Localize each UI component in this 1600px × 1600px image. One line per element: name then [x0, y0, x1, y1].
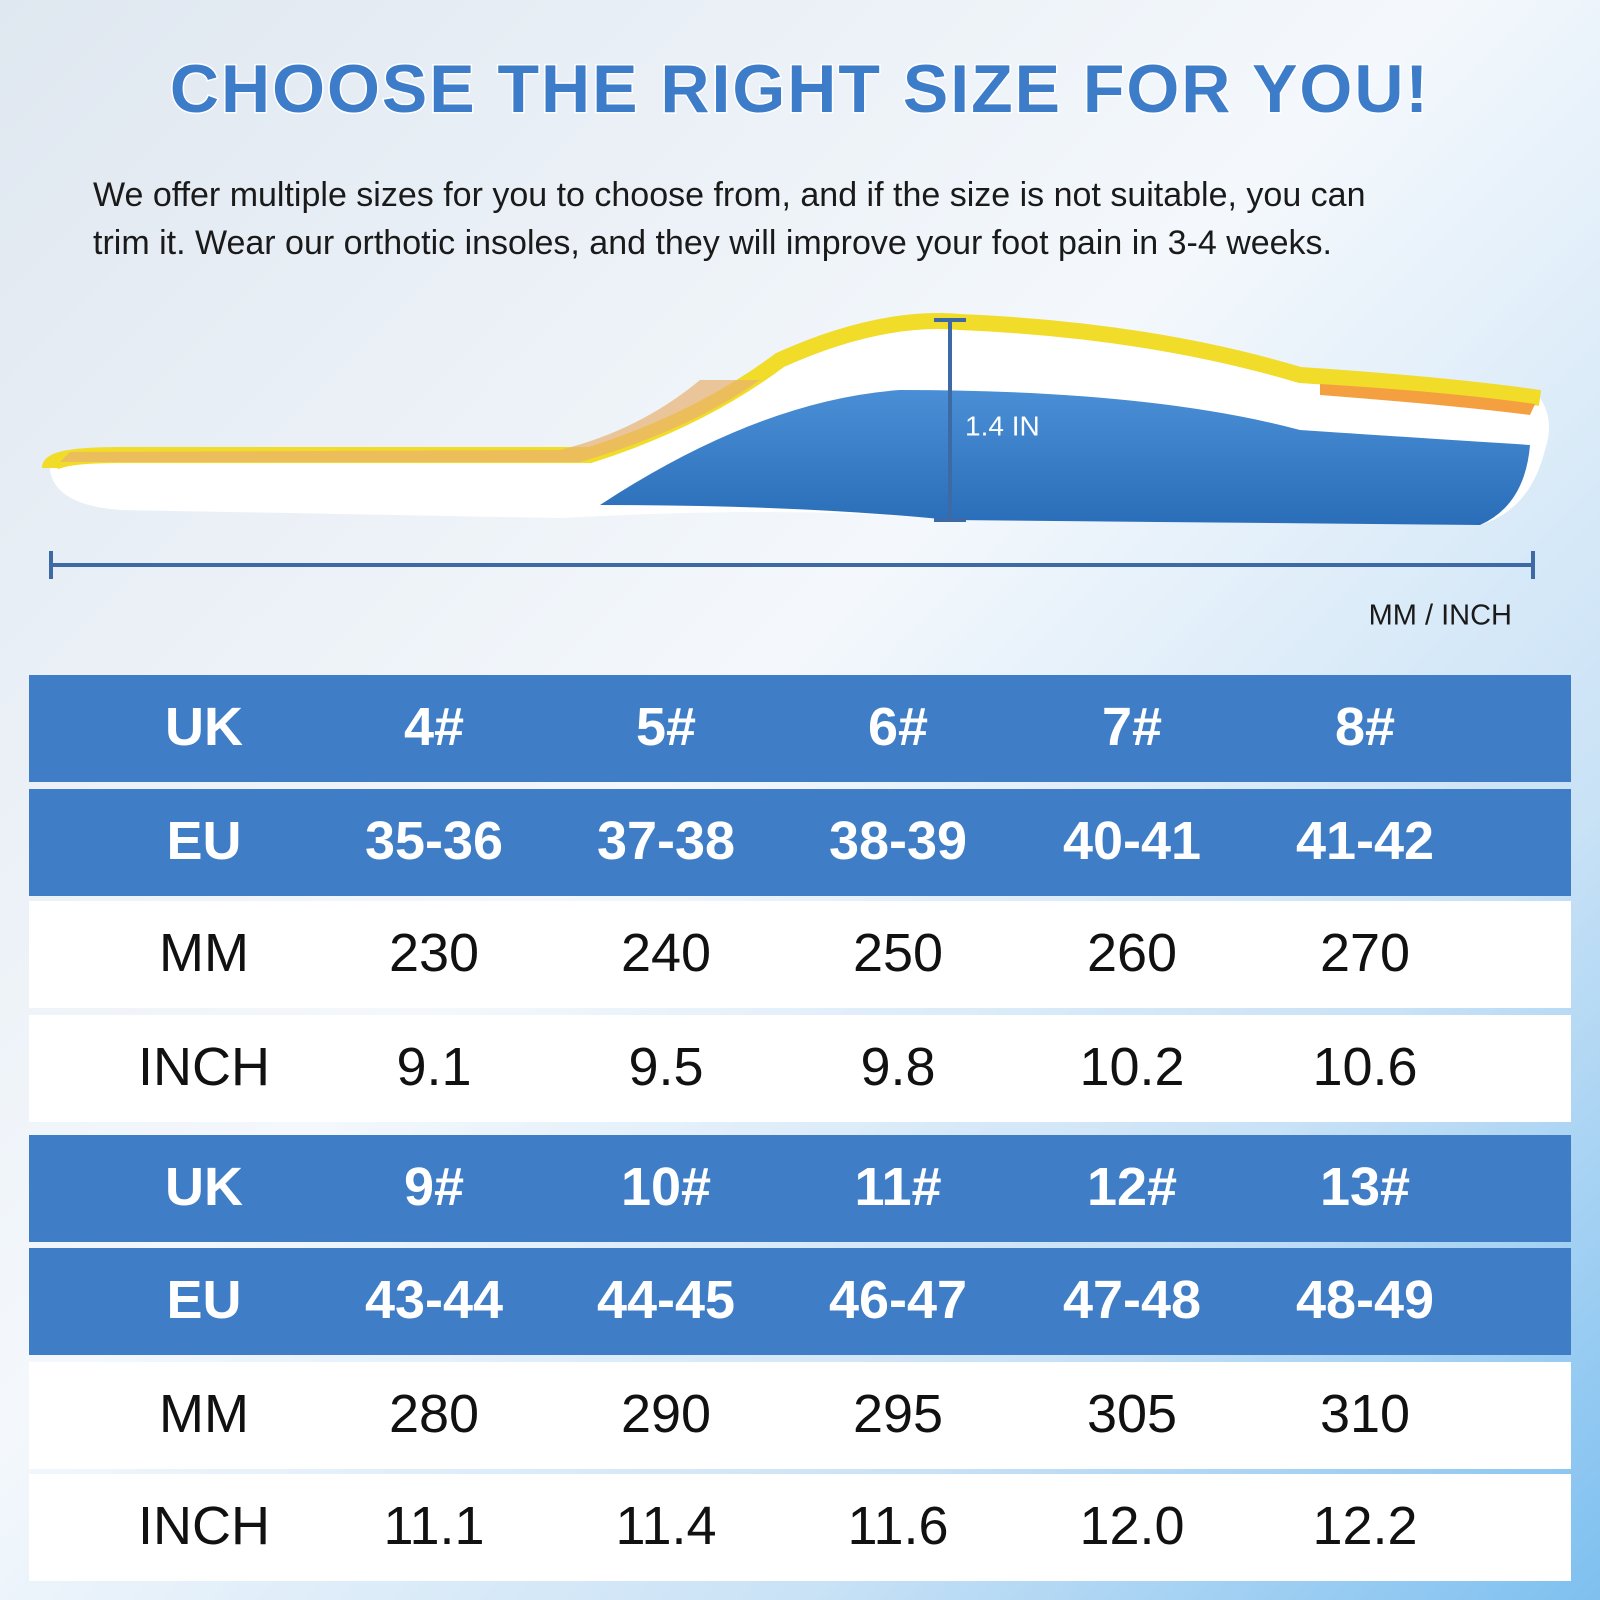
header-cell: UK	[165, 697, 243, 757]
data-cell: 240	[621, 923, 711, 983]
data-cell: 9.1	[396, 1037, 471, 1097]
header-cell: 43-44	[365, 1270, 503, 1330]
header-cell: 5#	[636, 697, 696, 757]
data-cell: 11.1	[383, 1496, 484, 1556]
header-cell: 48-49	[1296, 1270, 1434, 1330]
header-cell: 35-36	[365, 811, 503, 871]
height-marker	[934, 318, 966, 522]
data-cell: 305	[1087, 1384, 1177, 1444]
description-line: We offer multiple sizes for you to choos…	[93, 176, 1366, 214]
header-cell: 37-38	[597, 811, 735, 871]
header-cell: 41-42	[1296, 811, 1434, 871]
data-cell: 270	[1320, 923, 1410, 983]
title: CHOOSE THE RIGHT SIZE FOR YOU!	[170, 51, 1430, 127]
header-cell: 46-47	[829, 1270, 967, 1330]
header-cell: UK	[165, 1157, 243, 1217]
data-cell: 310	[1320, 1384, 1410, 1444]
header-cell: 9#	[404, 1157, 464, 1217]
data-row	[29, 1015, 1571, 1122]
header-cell: 7#	[1102, 697, 1162, 757]
header-cell: 10#	[621, 1157, 711, 1217]
data-cell: 230	[389, 923, 479, 983]
data-row	[29, 1474, 1571, 1581]
header-cell: 6#	[868, 697, 928, 757]
description-line: trim it. Wear our orthotic insoles, and …	[93, 224, 1332, 262]
data-cell: 295	[853, 1384, 943, 1444]
header-cell: EU	[166, 1270, 241, 1330]
data-cell: 260	[1087, 923, 1177, 983]
header-cell: 11#	[854, 1157, 941, 1217]
header-cell: 12#	[1087, 1157, 1177, 1217]
size-table: UK 4# 5# 6# 7# 8# EU 35-36 37-38 38-39 40-41 41-42 M…	[29, 675, 1571, 1122]
data-cell: 10.2	[1079, 1037, 1184, 1097]
header-cell: 47-48	[1063, 1270, 1201, 1330]
header-row	[29, 1135, 1571, 1242]
data-cell: 250	[853, 923, 943, 983]
data-row	[29, 1362, 1571, 1469]
data-cell: 12.0	[1079, 1496, 1184, 1556]
length-label: MM / INCH	[1369, 600, 1512, 632]
data-cell: INCH	[138, 1037, 270, 1097]
header-cell: 8#	[1335, 697, 1395, 757]
data-cell: MM	[159, 1384, 249, 1444]
header-row	[29, 1248, 1571, 1355]
data-cell: 9.5	[628, 1037, 703, 1097]
header-cell: EU	[166, 811, 241, 871]
data-cell: 9.8	[860, 1037, 935, 1097]
length-marker	[49, 551, 1535, 579]
height-label: 1.4 IN	[965, 410, 1040, 441]
data-cell: MM	[159, 923, 249, 983]
header-row	[29, 789, 1571, 896]
data-cell: 12.2	[1312, 1496, 1417, 1556]
data-row	[29, 901, 1571, 1008]
size-tables: UK 4# 5# 6# 7# 8# EU 35-36 37-38 38-39 40-41 41-42 M…	[29, 675, 1571, 1581]
data-cell: 11.4	[615, 1496, 716, 1556]
data-cell: 11.6	[847, 1496, 948, 1556]
size-table: UK 9# 10# 11# 12# 13# EU 43-44 44-45 46-47 47-48 48…	[29, 1135, 1571, 1581]
header-cell: 4#	[404, 697, 464, 757]
data-cell: 290	[621, 1384, 711, 1444]
header-row	[29, 675, 1571, 782]
data-cell: INCH	[138, 1496, 270, 1556]
header-cell: 40-41	[1063, 811, 1201, 871]
header-cell: 38-39	[829, 811, 967, 871]
data-cell: 280	[389, 1384, 479, 1444]
header-cell: 13#	[1320, 1157, 1410, 1217]
header-cell: 44-45	[597, 1270, 735, 1330]
data-cell: 10.6	[1312, 1037, 1417, 1097]
